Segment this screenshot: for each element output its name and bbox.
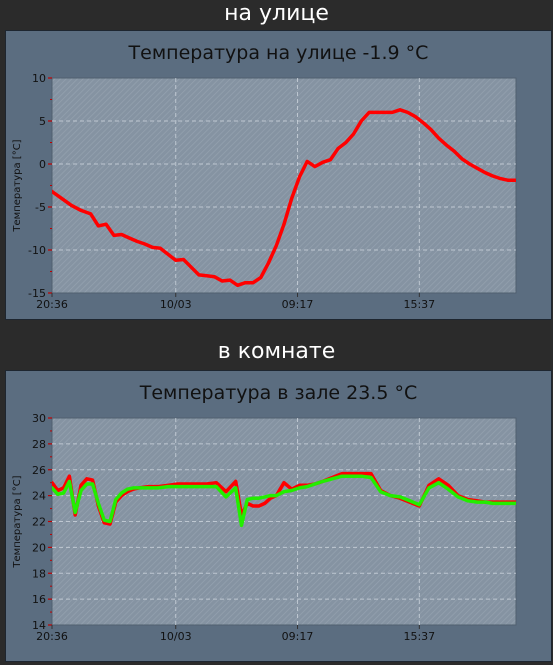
y-tick-label: -10 bbox=[28, 244, 46, 257]
series-line-0 bbox=[52, 108, 516, 288]
x-tick-label: 09:17 bbox=[282, 298, 314, 311]
plot-area bbox=[51, 77, 517, 294]
x-tick-label: 09:17 bbox=[282, 630, 314, 643]
section-heading-outdoor: на улице bbox=[224, 1, 329, 26]
series-line-0 bbox=[52, 471, 516, 526]
y-tick-label: 18 bbox=[32, 567, 46, 580]
x-tick-label: 20:36 bbox=[36, 298, 68, 311]
outdoor-temperature-chart: Температура на улице -1.9 °C -15 -10 -5 0 5 10… bbox=[6, 31, 551, 319]
y-tick-label: 24 bbox=[32, 490, 46, 503]
y-tick-label: 0 bbox=[39, 158, 46, 171]
x-tick-label: 15:37 bbox=[403, 630, 435, 643]
y-tick-label: 10 bbox=[32, 72, 46, 85]
series-line-1 bbox=[52, 474, 516, 528]
x-tick-label: 20:36 bbox=[36, 630, 68, 643]
y-tick-label: 22 bbox=[32, 516, 46, 529]
x-tick-label: 10/03 bbox=[160, 630, 192, 643]
chart-title: Температура на улице -1.9 °C bbox=[128, 42, 429, 64]
chart-panel-indoor: Температура в зале 23.5 °C 14 16 18 20 22 24 26… bbox=[5, 370, 552, 662]
chart-panel-outdoor: Температура на улице -1.9 °C -15 -10 -5 0 5 10… bbox=[5, 30, 552, 320]
section-heading-indoor: в комнате bbox=[217, 339, 336, 364]
y-tick-label: 30 bbox=[32, 412, 46, 425]
y-tick-label: 16 bbox=[32, 593, 46, 606]
x-tick-label: 10/03 bbox=[160, 298, 192, 311]
y-tick-label: -15 bbox=[28, 287, 46, 300]
x-tick-label: 15:37 bbox=[403, 298, 435, 311]
y-tick-label: 5 bbox=[39, 115, 46, 128]
indoor-temperature-chart: Температура в зале 23.5 °C 14 16 18 20 22 24 26… bbox=[6, 371, 551, 661]
y-axis-label: Температура [°C] bbox=[12, 475, 23, 568]
y-tick-label: 20 bbox=[32, 541, 46, 554]
chart-title: Температура в зале 23.5 °C bbox=[139, 382, 417, 404]
y-tick-label: 14 bbox=[32, 619, 46, 632]
y-tick-label: 28 bbox=[32, 438, 46, 451]
y-tick-label: 26 bbox=[32, 464, 46, 477]
y-tick-label: -5 bbox=[35, 201, 46, 214]
y-axis-label: Температура [°C] bbox=[12, 139, 23, 232]
